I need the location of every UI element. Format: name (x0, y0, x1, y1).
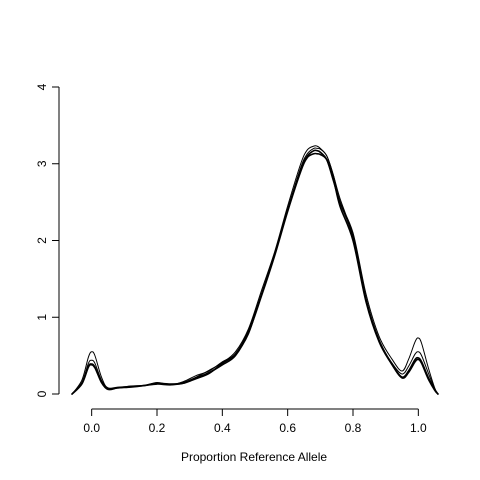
x-tick-label: 0.0 (83, 421, 100, 435)
x-axis: 0.0 0.2 0.4 0.6 0.8 1.0 (83, 408, 427, 435)
series-layer (71, 145, 439, 395)
y-tick-label: 3 (35, 160, 49, 167)
density-line (71, 152, 439, 395)
density-line (71, 145, 439, 395)
density-line (71, 147, 439, 395)
y-tick-label: 2 (35, 237, 49, 244)
x-axis-title: Proportion Reference Allele (181, 450, 327, 464)
y-tick-label: 1 (35, 314, 49, 321)
x-tick-label: 0.8 (345, 421, 362, 435)
y-tick-label: 4 (35, 83, 49, 90)
x-tick-label: 1.0 (410, 421, 427, 435)
x-tick-label: 0.6 (279, 421, 296, 435)
density-line (71, 149, 439, 395)
x-tick-label: 0.4 (214, 421, 231, 435)
x-tick-label: 0.2 (149, 421, 166, 435)
y-axis: 0 1 2 3 4 (35, 83, 60, 397)
y-tick-label: 0 (35, 390, 49, 397)
